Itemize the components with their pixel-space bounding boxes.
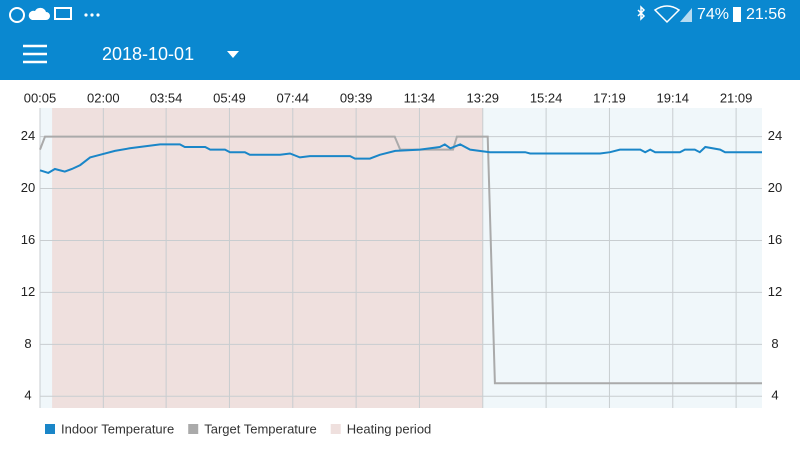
heating-period (52, 108, 483, 408)
signal-icon (680, 8, 692, 22)
legend-swatch (188, 424, 199, 434)
x-tick-label: 05:49 (213, 90, 246, 105)
battery-percent: 74% (697, 6, 729, 23)
x-tick-label: 00:05 (24, 90, 57, 105)
y-tick-label: 24 (21, 128, 35, 143)
x-tick-label: 02:00 (87, 90, 120, 105)
status-time: 21:56 (746, 6, 786, 23)
x-tick-label: 17:19 (593, 90, 626, 105)
app-bar-bg (0, 0, 800, 80)
legend-swatch (330, 424, 341, 434)
y-tick-label: 16 (21, 232, 35, 247)
x-tick-label: 09:39 (340, 90, 373, 105)
bluetooth-icon (637, 5, 646, 21)
series-line (39, 143, 762, 174)
x-tick-label: 19:14 (657, 90, 690, 105)
legend-swatch (45, 424, 55, 434)
x-tick-label: 21:09 (720, 90, 753, 105)
date-selector[interactable]: 2018-10-01 (102, 44, 194, 64)
y-tick-label-right: 12 (768, 284, 782, 299)
y-tick-label: 8 (24, 336, 31, 351)
whatsapp-icon (9, 7, 25, 23)
cloud-icon (28, 7, 50, 20)
legend-label: Target Temperature (204, 421, 317, 436)
y-tick-label-right: 20 (768, 180, 782, 195)
legend-label: Heating period (347, 421, 432, 436)
x-tick-label: 03:54 (150, 90, 183, 105)
screen-icon (54, 7, 72, 20)
dropdown-arrow[interactable] (227, 51, 239, 58)
more-icon (84, 13, 100, 17)
battery-icon (733, 7, 741, 22)
y-tick-label: 12 (21, 284, 35, 299)
wifi-icon (653, 5, 681, 24)
y-tick-label-right: 4 (771, 388, 778, 403)
x-tick-label: 07:44 (277, 90, 310, 105)
series-line (39, 135, 762, 385)
x-tick-label: 15:24 (530, 90, 563, 105)
menu-button[interactable] (23, 44, 47, 64)
x-tick-label: 13:29 (467, 90, 500, 105)
legend-label: Indoor Temperature (61, 421, 174, 436)
y-tick-label-right: 24 (768, 128, 782, 143)
y-tick-label: 20 (21, 180, 35, 195)
x-tick-label: 11:34 (404, 90, 436, 105)
y-tick-label: 4 (24, 388, 31, 403)
y-tick-label-right: 8 (771, 336, 778, 351)
y-tick-label-right: 16 (768, 232, 782, 247)
